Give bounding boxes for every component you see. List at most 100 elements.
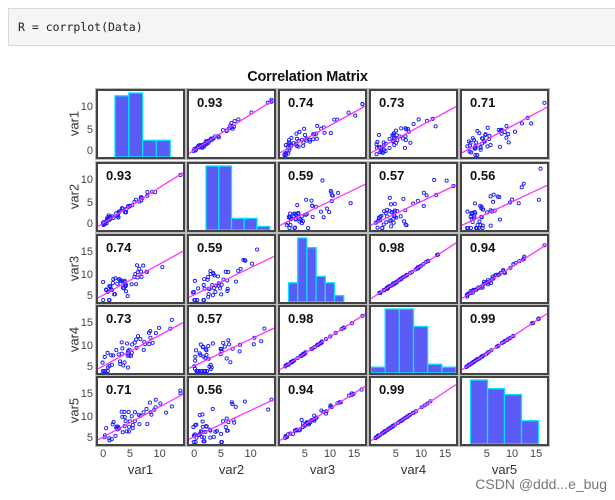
data-point (208, 435, 213, 440)
data-point (489, 348, 494, 353)
data-point (123, 419, 128, 424)
data-point (193, 358, 198, 363)
data-point (328, 130, 333, 136)
data-point (144, 406, 149, 412)
data-point (115, 281, 120, 286)
data-point (432, 177, 437, 183)
data-point (388, 219, 393, 224)
data-point (287, 141, 292, 146)
data-point (465, 225, 470, 230)
histogram-panel (96, 89, 185, 159)
data-point (408, 140, 413, 145)
data-point (125, 365, 130, 370)
data-point (411, 121, 416, 127)
data-point (210, 341, 215, 346)
data-point (119, 206, 124, 211)
data-point (133, 271, 138, 277)
data-point (122, 278, 127, 283)
data-point (141, 263, 146, 268)
data-point (114, 348, 119, 353)
data-point (478, 145, 483, 150)
y-axis-label: var5 (66, 397, 82, 424)
data-point (200, 412, 205, 417)
data-point (425, 401, 430, 406)
y-tick-label: 10 (80, 340, 93, 352)
data-point (219, 292, 224, 297)
data-point (497, 144, 502, 149)
data-point (375, 434, 380, 439)
data-point (105, 350, 110, 355)
data-point (387, 145, 392, 151)
data-point (529, 121, 534, 126)
data-point (208, 269, 213, 274)
data-point (101, 297, 106, 302)
data-point (141, 410, 146, 415)
data-point (402, 145, 408, 150)
data-point (307, 139, 312, 144)
data-point (346, 110, 351, 115)
data-point (433, 124, 438, 129)
data-point (218, 346, 223, 351)
data-point (137, 266, 142, 271)
data-point (289, 135, 294, 140)
data-point (200, 345, 205, 350)
data-point (104, 426, 109, 431)
data-point (403, 126, 408, 131)
data-point (158, 401, 163, 406)
data-point (287, 211, 293, 216)
data-point (282, 152, 287, 157)
data-point (130, 342, 135, 347)
data-point (508, 265, 513, 270)
data-point (310, 346, 315, 351)
data-point (147, 400, 152, 405)
y-axis-label: var1 (66, 110, 82, 137)
data-point (139, 274, 144, 279)
data-point (193, 354, 198, 359)
data-point (259, 339, 264, 344)
scatter-panel: 0.57 (187, 305, 276, 375)
data-point (511, 333, 516, 338)
correlation-value: 0.98 (288, 311, 314, 326)
data-point (404, 223, 409, 228)
data-point (200, 424, 205, 429)
data-point (485, 144, 490, 149)
data-point (121, 363, 126, 368)
data-point (110, 422, 115, 427)
data-point (212, 273, 217, 278)
scatter-panel: 0.71 (96, 376, 185, 446)
data-point (480, 207, 485, 212)
data-point (227, 342, 232, 347)
data-point (387, 136, 392, 141)
y-tick-label: 5 (86, 290, 93, 302)
data-point (512, 129, 518, 134)
correlation-value: 0.59 (288, 168, 314, 183)
data-point (255, 247, 260, 252)
data-point (471, 359, 476, 365)
data-point (223, 269, 228, 274)
y-axis-label: var3 (66, 255, 82, 282)
data-point (488, 223, 493, 228)
data-point (169, 317, 174, 322)
data-point (134, 345, 139, 350)
data-point (411, 410, 416, 415)
data-point (401, 196, 406, 201)
correlation-value: 0.73 (379, 95, 405, 110)
data-point (294, 131, 299, 136)
data-point (153, 331, 158, 336)
data-point (219, 431, 224, 436)
data-point (314, 136, 319, 141)
data-point (204, 348, 209, 353)
data-point (422, 403, 427, 408)
x-tick-label: 5 (126, 448, 133, 460)
x-axis-label: var2 (218, 462, 245, 477)
data-point (486, 350, 491, 355)
scatter-panel: 0.74 (278, 89, 367, 159)
data-point (111, 353, 116, 358)
data-point (120, 279, 125, 284)
data-point (141, 347, 146, 352)
data-point (521, 181, 526, 186)
correlation-value: 0.56 (197, 382, 223, 397)
data-point (216, 135, 221, 140)
x-tick-label: 10 (505, 448, 519, 460)
data-point (201, 368, 207, 373)
